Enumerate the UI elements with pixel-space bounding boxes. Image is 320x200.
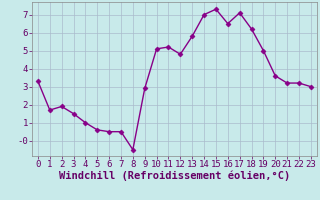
X-axis label: Windchill (Refroidissement éolien,°C): Windchill (Refroidissement éolien,°C) <box>59 171 290 181</box>
